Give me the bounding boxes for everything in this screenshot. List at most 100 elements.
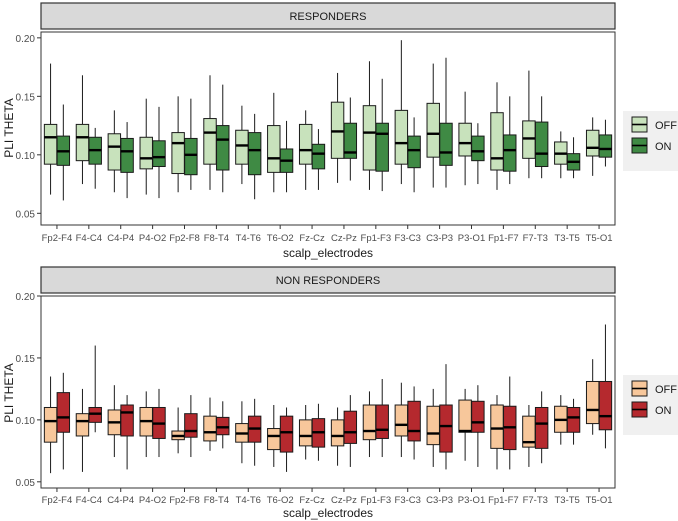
x-tick-label: F7-T3	[523, 233, 548, 244]
box-on-T4-T6	[247, 398, 262, 466]
box-iqr	[216, 416, 230, 436]
box-on-Fp1-F7	[503, 96, 517, 185]
box-on-T3-T5	[566, 137, 581, 179]
x-tick-label: F7-T3	[523, 495, 548, 506]
box-on-T4-T6	[247, 113, 262, 200]
box-iqr	[375, 404, 389, 439]
box-on-F8-T4	[216, 84, 230, 193]
box-iqr	[216, 125, 230, 171]
box-off-F7-T3	[522, 70, 536, 179]
box-iqr	[362, 105, 377, 171]
x-tick-label: Fp1-F3	[361, 233, 392, 244]
x-tick-label: P3-O1	[458, 233, 485, 244]
x-tick-label: P4-O2	[139, 495, 166, 506]
y-tick-label: 0.20	[16, 34, 36, 45]
box-iqr	[598, 380, 613, 431]
x-tick-label: T4-T6	[236, 233, 261, 244]
x-tick-label: Cz-Pz	[331, 495, 357, 506]
box-iqr	[598, 134, 613, 158]
box-off-P3-O1	[458, 91, 472, 186]
x-tick-label: Fp1-F7	[488, 495, 519, 506]
box-iqr	[43, 123, 58, 165]
box-iqr	[267, 428, 281, 451]
x-tick-label: F4-C4	[76, 495, 102, 506]
box-off-Fz-Cz	[298, 405, 313, 460]
box-on-Cz-Pz	[343, 395, 358, 467]
box-on-Fz-Cz	[311, 403, 326, 461]
box-on-P3-O1	[471, 123, 485, 185]
y-tick-label: 0.20	[16, 292, 36, 303]
x-axis-label: scalp_electrodes	[283, 506, 373, 520]
box-on-C4-P4	[120, 122, 134, 199]
x-tick-label: T6-O2	[267, 495, 294, 506]
legend-label-off: OFF	[655, 120, 677, 132]
y-tick-label: 0.10	[16, 151, 36, 162]
box-iqr	[534, 406, 549, 449]
box-iqr	[311, 143, 326, 170]
x-tick-label: Fp2-F8	[169, 233, 200, 244]
box-on-F8-T4	[216, 401, 230, 449]
legend-label-on: ON	[655, 141, 672, 153]
x-tick-label: F8-T4	[204, 233, 229, 244]
box-on-Fp2-F8	[184, 395, 198, 458]
box-iqr	[75, 123, 90, 162]
box-iqr	[139, 136, 153, 170]
legend-label-on: ON	[655, 405, 672, 417]
box-on-Fp2-F4	[56, 372, 71, 470]
x-tick-label: C4-P4	[107, 233, 134, 244]
box-iqr	[439, 122, 453, 166]
y-tick-label: 0.15	[16, 92, 36, 103]
x-axis-label: scalp_electrodes	[283, 246, 373, 260]
box-on-Fp1-F7	[503, 376, 517, 470]
box-iqr	[343, 410, 358, 444]
box-iqr	[120, 404, 134, 437]
box-off-Fp2-F4	[43, 376, 58, 474]
box-iqr	[152, 140, 166, 168]
box-iqr	[585, 380, 600, 425]
box-on-Fp2-F8	[184, 98, 198, 190]
box-on-C3-P3	[439, 364, 453, 470]
facet-title: NON RESPONDERS	[276, 275, 381, 287]
box-iqr	[471, 135, 485, 162]
x-tick-label: P4-O2	[139, 233, 166, 244]
box-on-F4-C4	[88, 345, 102, 433]
panel-non-responders: NON RESPONDERS 0.05 0.10 0.15 0.20 PLI THETA F…	[2, 266, 678, 520]
x-tick-label: F3-C3	[395, 495, 421, 506]
legend: OFF ON	[623, 111, 678, 171]
x-tick-label: Cz-Pz	[331, 233, 357, 244]
box-off-T5-O1	[585, 359, 600, 435]
box-iqr	[534, 121, 549, 168]
x-tick-label: Fp1-F7	[488, 233, 519, 244]
facet-strip	[40, 2, 616, 30]
box-iqr	[585, 129, 600, 157]
box-off-F8-T4	[203, 397, 217, 451]
box-iqr	[279, 415, 294, 453]
box-off-Fp2-F8	[171, 96, 185, 193]
box-off-T4-T6	[235, 105, 249, 185]
box-iqr	[343, 122, 358, 159]
facet-title: RESPONDERS	[289, 11, 366, 23]
box-iqr	[407, 135, 421, 169]
box-iqr	[362, 404, 377, 441]
box-on-T6-O2	[279, 407, 294, 472]
box-iqr	[203, 415, 217, 442]
box-on-F7-T3	[534, 391, 549, 464]
x-tick-label: Fp2-F4	[42, 233, 73, 244]
box-off-Fp2-F8	[171, 407, 185, 454]
x-tick-label: Fz-Cz	[299, 233, 325, 244]
x-tick-label: Fp2-F8	[169, 495, 200, 506]
box-on-C3-P3	[439, 57, 453, 188]
x-tick-label: T5-O1	[586, 233, 613, 244]
box-iqr	[56, 392, 71, 433]
box-on-Fz-Cz	[311, 129, 326, 190]
box-on-F4-C4	[88, 127, 102, 189]
box-off-Fp1-F7	[490, 82, 504, 190]
x-tick-label: T4-T6	[236, 495, 261, 506]
box-iqr	[394, 109, 409, 165]
box-on-F3-C3	[407, 386, 421, 460]
plot-area	[40, 31, 616, 226]
box-off-F3-C3	[394, 40, 409, 185]
x-tick-label: Fz-Cz	[299, 495, 325, 506]
box-iqr	[330, 419, 345, 447]
